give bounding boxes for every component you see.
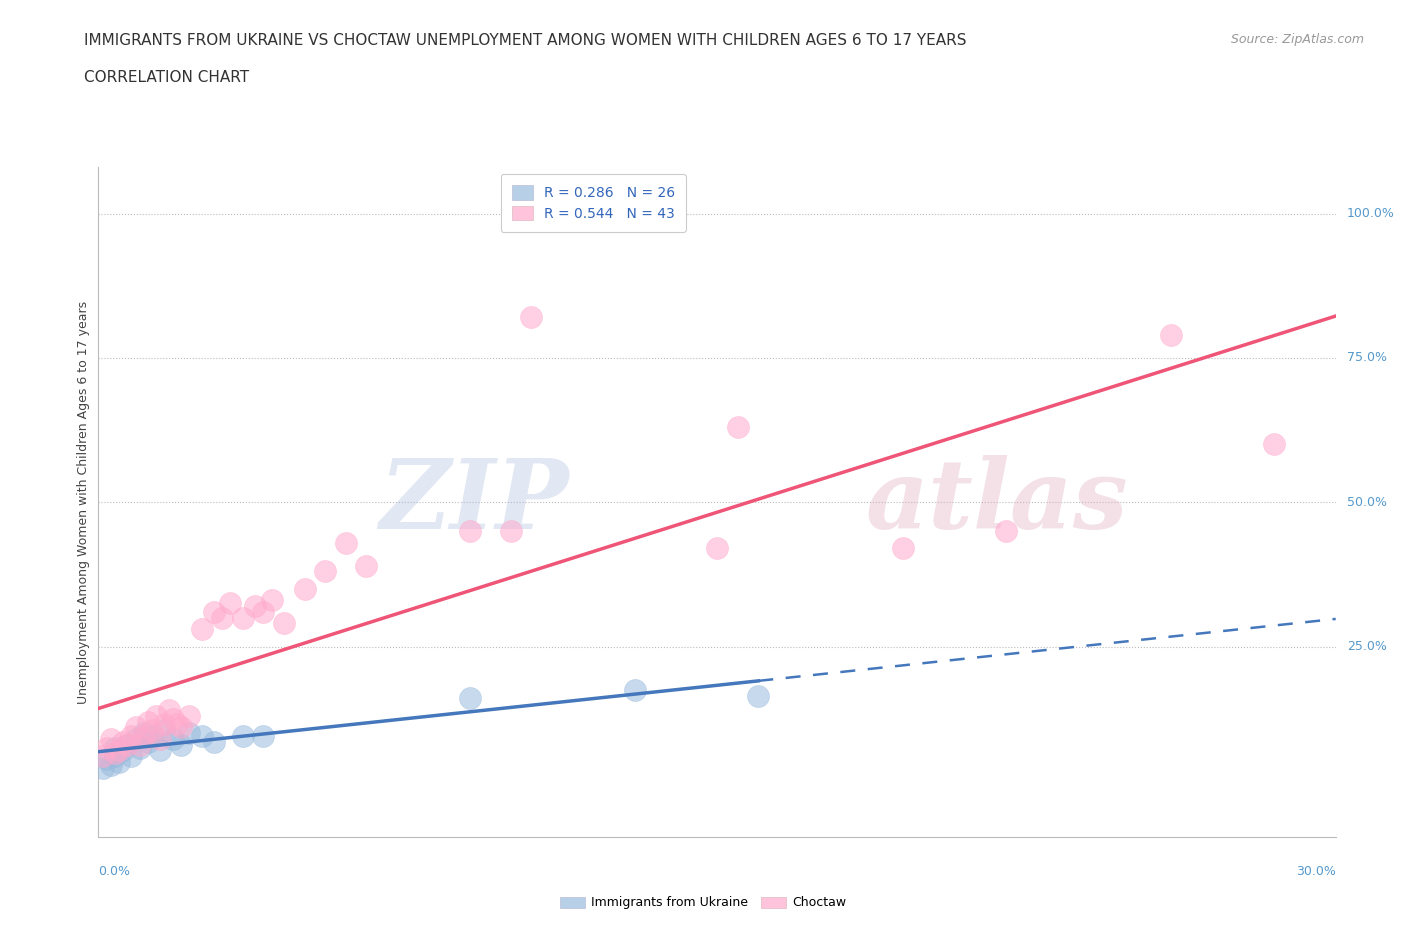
Point <box>747 688 769 703</box>
Point <box>128 740 150 755</box>
Text: Source: ZipAtlas.com: Source: ZipAtlas.com <box>1230 33 1364 46</box>
Point <box>120 728 142 743</box>
Point <box>1160 327 1182 342</box>
Point <box>273 616 295 631</box>
Text: 75.0%: 75.0% <box>1347 352 1386 365</box>
Point <box>132 728 155 743</box>
Point <box>994 524 1017 538</box>
Point <box>202 735 225 750</box>
Point <box>124 720 146 735</box>
Point <box>706 541 728 556</box>
Point <box>162 731 184 746</box>
Point <box>157 702 180 717</box>
Point <box>520 310 543 325</box>
Point <box>153 717 176 732</box>
Point <box>136 714 159 729</box>
Point <box>96 751 118 766</box>
Point <box>96 740 118 755</box>
Point <box>100 731 122 746</box>
Text: ZIP: ZIP <box>380 455 568 550</box>
Point <box>190 622 212 637</box>
Point <box>458 691 481 706</box>
Point <box>623 683 645 698</box>
Point <box>149 743 172 758</box>
Y-axis label: Unemployment Among Women with Children Ages 6 to 17 years: Unemployment Among Women with Children A… <box>77 300 90 704</box>
Point <box>145 709 167 724</box>
Point <box>100 757 122 772</box>
Point <box>91 749 114 764</box>
Text: 0.0%: 0.0% <box>98 865 131 878</box>
Point <box>232 610 254 625</box>
Point <box>891 541 914 556</box>
Text: 30.0%: 30.0% <box>1296 865 1336 878</box>
Point <box>179 709 201 724</box>
Text: IMMIGRANTS FROM UKRAINE VS CHOCTAW UNEMPLOYMENT AMONG WOMEN WITH CHILDREN AGES 6: IMMIGRANTS FROM UKRAINE VS CHOCTAW UNEMP… <box>84 33 967 47</box>
Point <box>120 749 142 764</box>
Point <box>243 599 266 614</box>
Point <box>112 735 135 750</box>
Legend: R = 0.286   N = 26, R = 0.544   N = 43: R = 0.286 N = 26, R = 0.544 N = 43 <box>501 174 686 232</box>
Point <box>141 723 163 737</box>
Point <box>117 737 139 752</box>
Text: CORRELATION CHART: CORRELATION CHART <box>84 70 249 85</box>
Point <box>232 728 254 743</box>
Point <box>170 737 193 752</box>
Point <box>179 725 201 740</box>
Point <box>170 720 193 735</box>
Point <box>335 535 357 550</box>
Text: 100.0%: 100.0% <box>1347 207 1395 220</box>
Point <box>294 581 316 596</box>
Point <box>458 524 481 538</box>
Point <box>252 604 274 619</box>
Point <box>202 604 225 619</box>
Point <box>104 740 127 755</box>
Text: 50.0%: 50.0% <box>1347 496 1386 509</box>
Point <box>141 728 163 743</box>
Point <box>219 596 242 611</box>
Point <box>252 728 274 743</box>
Point <box>190 728 212 743</box>
Point <box>108 754 131 769</box>
Point <box>153 723 176 737</box>
Point <box>124 731 146 746</box>
Point <box>727 419 749 434</box>
Point <box>108 743 131 758</box>
Point <box>149 731 172 746</box>
Text: 25.0%: 25.0% <box>1347 640 1386 653</box>
Point <box>104 746 127 761</box>
Point <box>356 558 378 573</box>
Point <box>128 737 150 752</box>
Point <box>166 717 188 732</box>
Legend: Immigrants from Ukraine, Choctaw: Immigrants from Ukraine, Choctaw <box>555 892 851 914</box>
Text: atlas: atlas <box>866 455 1128 550</box>
Point <box>136 735 159 750</box>
Point <box>104 749 127 764</box>
Point <box>211 610 233 625</box>
Point <box>260 593 283 608</box>
Point <box>499 524 522 538</box>
Point <box>1263 437 1285 452</box>
Point <box>132 725 155 740</box>
Point <box>91 761 114 776</box>
Point <box>314 564 336 578</box>
Point <box>162 711 184 726</box>
Point <box>117 737 139 752</box>
Point <box>112 743 135 758</box>
